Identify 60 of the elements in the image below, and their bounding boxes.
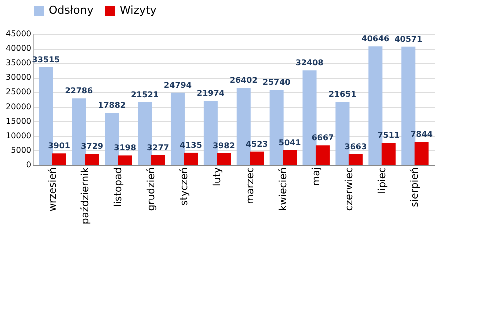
x-tick-label: kwiecień xyxy=(277,168,290,212)
data-label: 21521 xyxy=(131,90,160,100)
data-label: 7511 xyxy=(378,131,400,140)
data-label: 24794 xyxy=(164,80,192,90)
data-label: 21974 xyxy=(197,89,226,98)
data-label: 3277 xyxy=(147,143,170,152)
legend-label: Wizyty xyxy=(120,4,158,17)
y-tick-label: 40000 xyxy=(6,44,32,54)
x-tick-label: luty xyxy=(212,167,224,186)
y-tick-label: 45000 xyxy=(6,30,32,38)
data-label: 40571 xyxy=(394,34,423,44)
bar xyxy=(382,143,396,165)
x-tick-label: maj xyxy=(311,168,322,186)
data-label: 3198 xyxy=(114,144,137,153)
data-label: 7844 xyxy=(410,130,434,140)
bar xyxy=(52,154,66,165)
y-tick-label: 30000 xyxy=(6,73,32,82)
bar xyxy=(348,154,363,165)
data-label: 21651 xyxy=(328,90,358,99)
y-tick-label: 0 xyxy=(26,160,32,170)
legend-label: Odsłony xyxy=(49,4,94,17)
bar xyxy=(85,154,100,165)
data-label: 6667 xyxy=(312,134,334,143)
bar xyxy=(118,156,132,165)
x-tick-label: sierpień xyxy=(409,168,422,208)
data-label: 17882 xyxy=(98,100,126,110)
y-tick-label: 20000 xyxy=(6,102,32,112)
data-label: 3982 xyxy=(212,141,236,150)
bar xyxy=(250,152,264,165)
x-tick-label: styczeń xyxy=(178,168,191,206)
y-tick-label: 15000 xyxy=(6,116,32,126)
bar xyxy=(283,150,298,165)
bar xyxy=(316,146,330,165)
data-label: 40646 xyxy=(362,34,390,44)
y-tick-label: 25000 xyxy=(6,88,32,97)
y-tick-label: 10000 xyxy=(6,131,32,140)
bar xyxy=(184,152,198,165)
x-tick-label: marzec xyxy=(245,168,256,204)
data-label: 4523 xyxy=(246,140,268,149)
x-tick-label: lipiec xyxy=(377,168,388,194)
data-label: 4135 xyxy=(180,140,203,150)
data-label: 33515 xyxy=(32,55,61,64)
data-label: 32408 xyxy=(296,58,324,68)
bar xyxy=(151,155,166,165)
data-label: 3729 xyxy=(81,142,104,152)
bar xyxy=(217,153,232,165)
x-tick-label: październik xyxy=(80,167,92,225)
data-label: 5041 xyxy=(278,138,302,148)
x-tick-label: czerwiec xyxy=(344,168,356,212)
y-tick-label: 35000 xyxy=(6,58,32,68)
x-tick-label: listopad xyxy=(114,168,125,208)
y-tick-label: 5000 xyxy=(11,146,32,155)
x-tick-label: grudzień xyxy=(146,168,158,212)
bar xyxy=(414,142,429,165)
data-label: 25740 xyxy=(262,78,292,88)
data-label: 26402 xyxy=(230,76,258,86)
data-label: 3901 xyxy=(48,142,71,151)
data-label: 22786 xyxy=(65,86,94,96)
data-label: 3663 xyxy=(344,142,368,152)
x-tick-label: wrzesień xyxy=(46,168,59,212)
